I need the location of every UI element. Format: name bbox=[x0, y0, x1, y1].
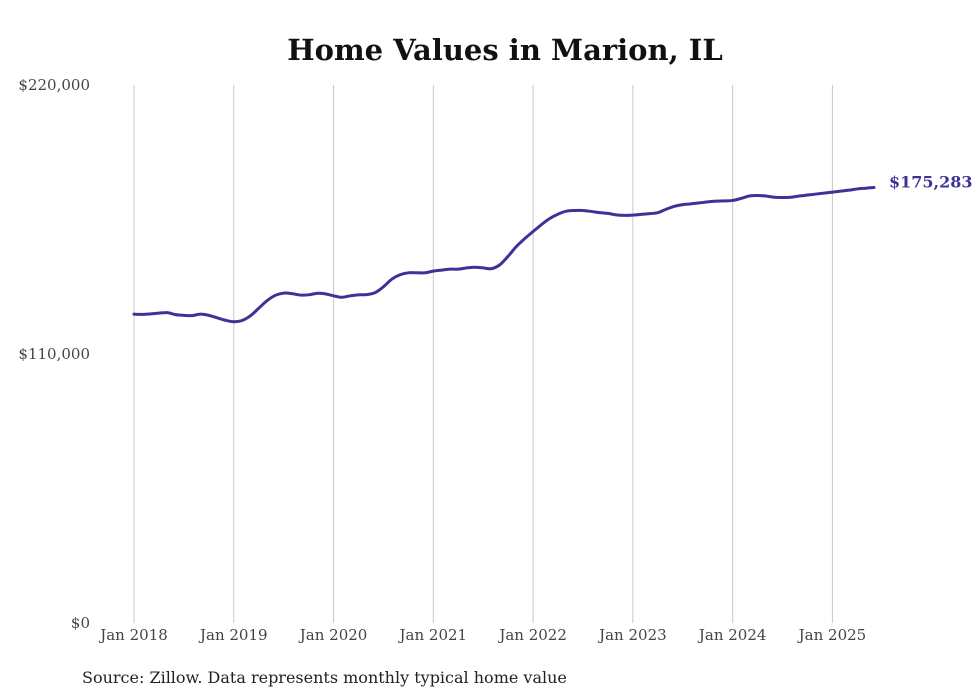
series-layer: $175,283 bbox=[132, 172, 973, 324]
x-tick-label: Jan 2018 bbox=[98, 626, 168, 644]
x-axis: Jan 2018 Jan 2019 Jan 2020 Jan 2021 Jan 2022… bbox=[98, 626, 866, 644]
source-note: Source: Zillow. Data represents monthly … bbox=[82, 668, 567, 687]
x-tick-label: Jan 2021 bbox=[398, 626, 468, 644]
x-tick-label: Jan 2024 bbox=[697, 626, 767, 644]
x-tick-label: Jan 2022 bbox=[497, 626, 567, 644]
y-axis: $0 $110,000 $220,000 bbox=[18, 76, 90, 632]
y-tick-label: $220,000 bbox=[18, 76, 90, 94]
x-tick-label: Jan 2025 bbox=[797, 626, 867, 644]
y-tick-label: $110,000 bbox=[18, 345, 90, 363]
x-tick-label: Jan 2020 bbox=[298, 626, 368, 644]
y-tick-label: $0 bbox=[71, 614, 90, 632]
series-line-0 bbox=[132, 185, 876, 324]
chart-title: Home Values in Marion, IL bbox=[287, 33, 723, 67]
grid-lines bbox=[133, 85, 833, 623]
series-end-label: $175,283 bbox=[889, 172, 973, 191]
x-tick-label: Jan 2019 bbox=[198, 626, 268, 644]
x-tick-label: Jan 2023 bbox=[597, 626, 667, 644]
